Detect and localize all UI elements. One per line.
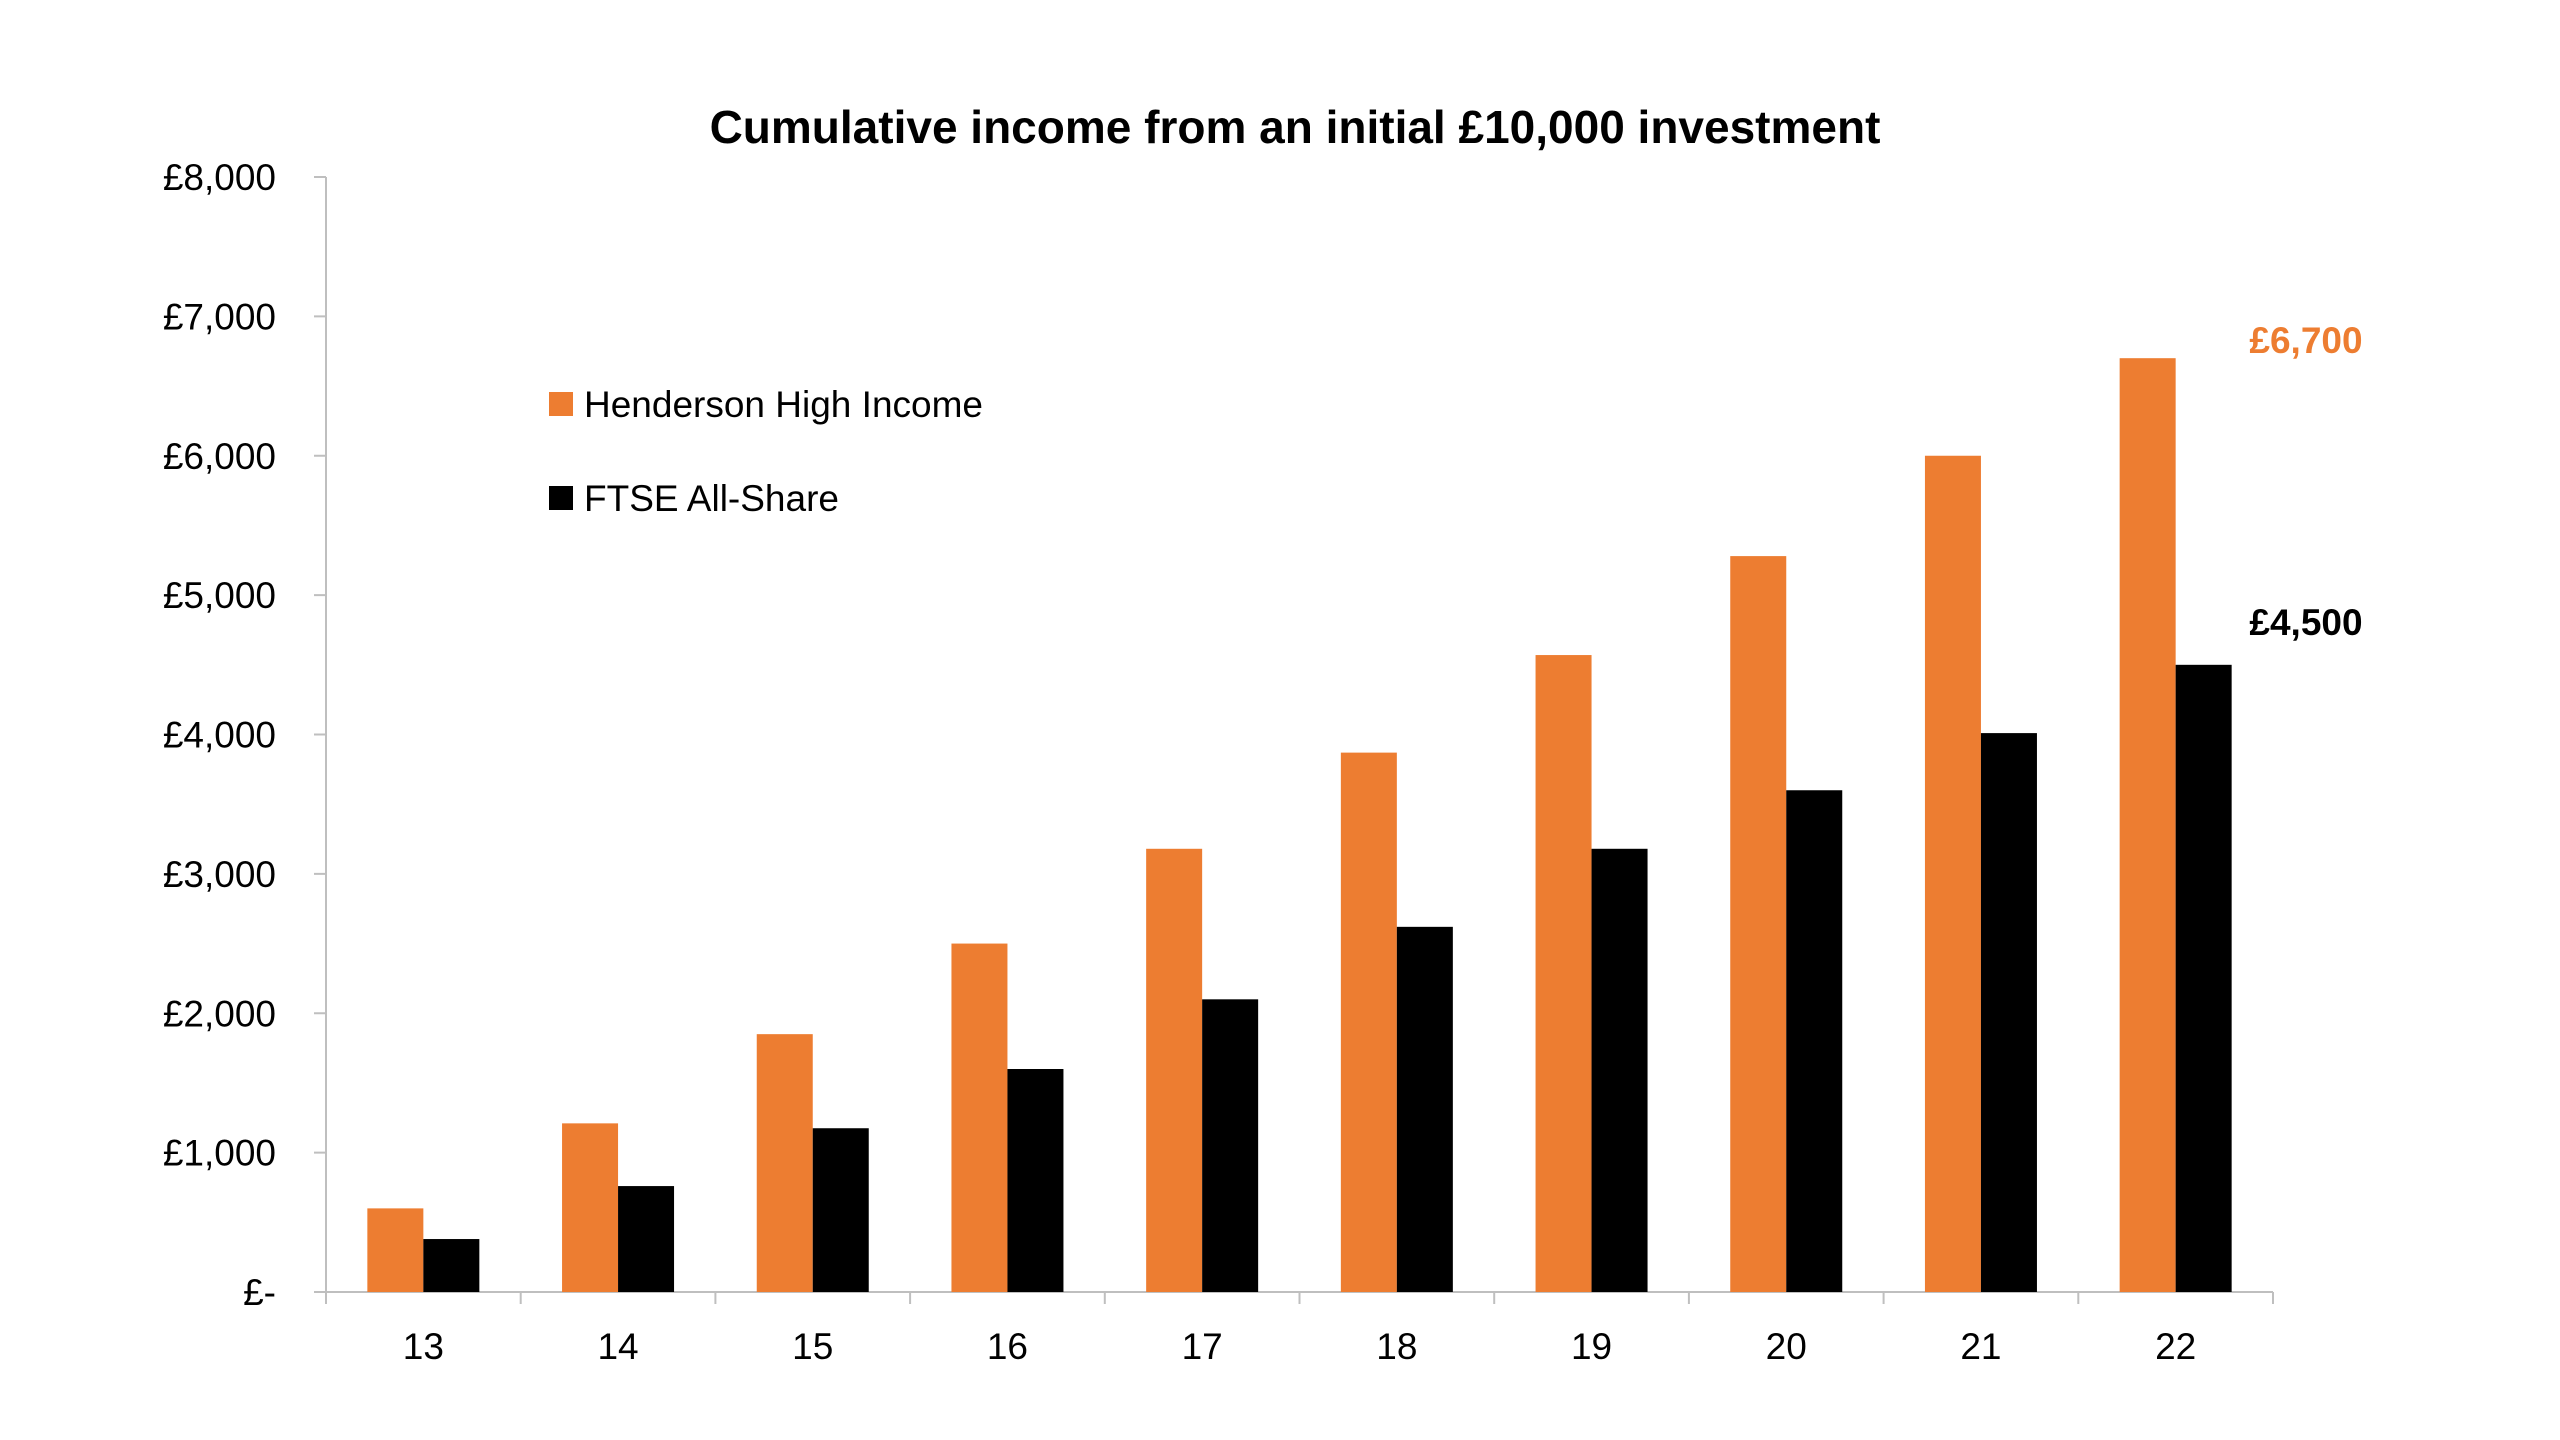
data-label: £6,700 xyxy=(2249,320,2362,361)
bar-ftse-13 xyxy=(423,1239,480,1292)
y-tick-label: £8,000 xyxy=(163,157,276,198)
bar-ftse-14 xyxy=(618,1186,675,1292)
bar-henderson-19 xyxy=(1535,655,1592,1292)
legend-label: FTSE All-Share xyxy=(584,478,839,519)
bar-henderson-21 xyxy=(1924,455,1981,1292)
y-tick-label: £1,000 xyxy=(163,1133,276,1174)
x-tick-label: 20 xyxy=(1766,1326,1807,1367)
bar-ftse-21 xyxy=(1980,733,2037,1292)
y-tick-label: £4,000 xyxy=(163,715,276,756)
y-tick-label: £7,000 xyxy=(163,296,276,337)
y-tick-label: £3,000 xyxy=(163,854,276,895)
x-tick-label: 19 xyxy=(1571,1326,1612,1367)
x-tick-label: 22 xyxy=(2155,1326,2196,1367)
x-tick-label: 15 xyxy=(792,1326,833,1367)
bar-henderson-14 xyxy=(562,1123,619,1292)
bar-henderson-13 xyxy=(367,1208,424,1292)
x-tick-label: 14 xyxy=(597,1326,638,1367)
bar-ftse-19 xyxy=(1591,848,1648,1292)
legend-swatch xyxy=(549,486,573,510)
bar-ftse-17 xyxy=(1202,999,1259,1292)
bar-henderson-17 xyxy=(1146,848,1203,1292)
bar-henderson-22 xyxy=(2119,358,2176,1292)
legend: Henderson High Income FTSE All-Share xyxy=(549,384,983,519)
bar-henderson-15 xyxy=(756,1034,813,1292)
y-tick-label: £6,000 xyxy=(163,436,276,477)
x-tick-label: 18 xyxy=(1376,1326,1417,1367)
bar-ftse-15 xyxy=(812,1128,869,1292)
y-tick-label: £- xyxy=(243,1272,276,1313)
chart-title: Cumulative income from an initial £10,00… xyxy=(710,101,1881,153)
bars xyxy=(367,358,2232,1292)
x-tick-label: 17 xyxy=(1182,1326,1223,1367)
bar-ftse-18 xyxy=(1396,926,1453,1292)
bar-henderson-18 xyxy=(1340,752,1397,1292)
x-tick-label: 21 xyxy=(1960,1326,2001,1367)
bar-henderson-16 xyxy=(951,943,1008,1292)
x-tick-label: 16 xyxy=(987,1326,1028,1367)
axes: £- £1,000 £2,000 £3,000 £4,000 £5,000 £6,000 £7… xyxy=(163,157,2274,1367)
x-tick-label: 13 xyxy=(403,1326,444,1367)
legend-swatch xyxy=(549,392,573,416)
bar-ftse-20 xyxy=(1786,790,1843,1292)
legend-label: Henderson High Income xyxy=(584,384,983,425)
annotations: £6,700 £4,500 xyxy=(2249,320,2362,643)
data-label: £4,500 xyxy=(2249,602,2362,643)
bar-henderson-20 xyxy=(1730,556,1787,1292)
bar-ftse-16 xyxy=(1007,1069,1064,1292)
bar-ftse-22 xyxy=(2175,664,2232,1292)
y-tick-label: £2,000 xyxy=(163,993,276,1034)
y-tick-label: £5,000 xyxy=(163,575,276,616)
